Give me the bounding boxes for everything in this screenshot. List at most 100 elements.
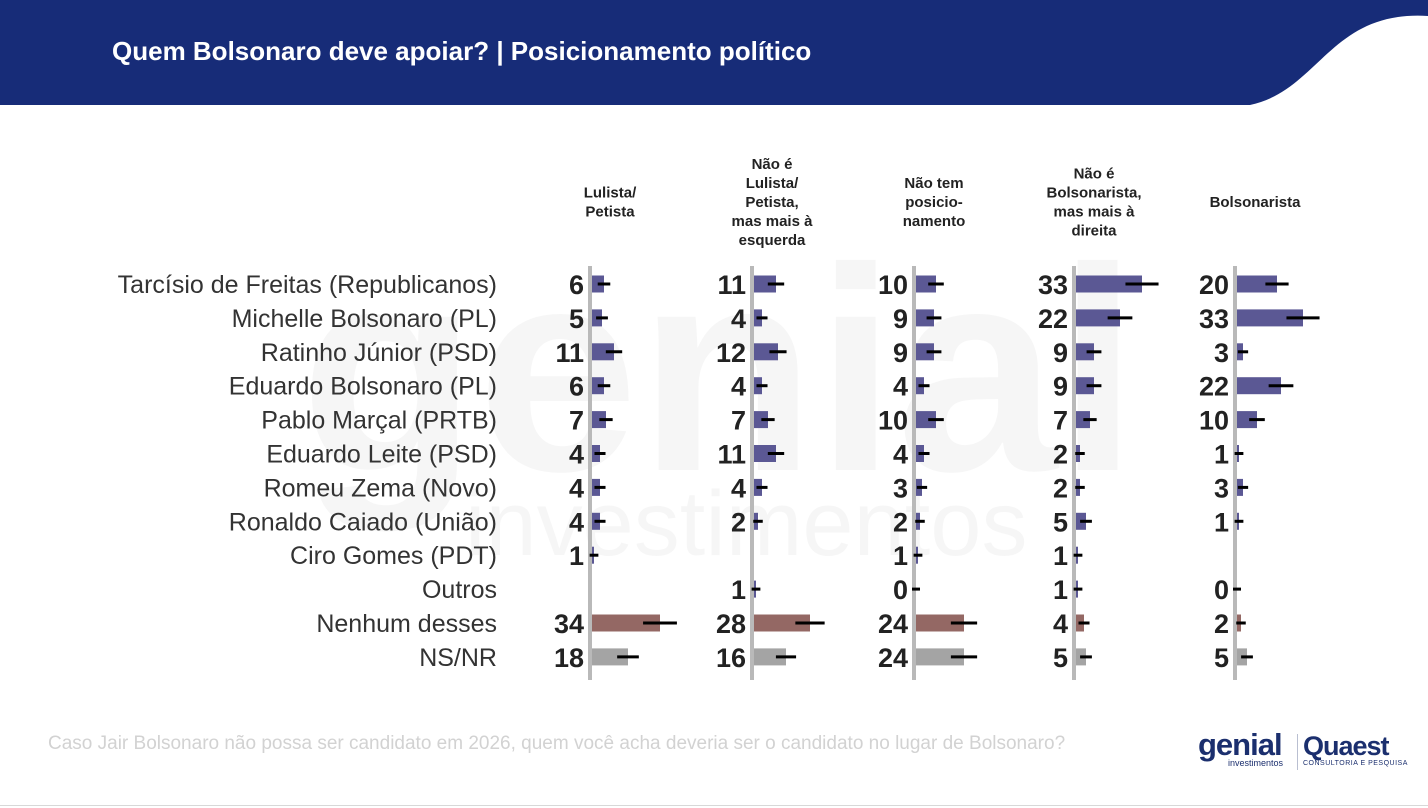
- data-label: 1: [731, 575, 746, 605]
- bar: [754, 445, 776, 462]
- data-label: 24: [878, 609, 908, 639]
- data-label: 6: [569, 372, 584, 402]
- bar: [916, 614, 964, 632]
- data-label: 9: [893, 338, 908, 368]
- category-label: Pablo Marçal (PRTB): [261, 407, 497, 435]
- data-label: 5: [1053, 643, 1068, 673]
- bar: [1237, 275, 1277, 293]
- bar: [1237, 309, 1303, 327]
- data-label: 33: [1199, 304, 1229, 334]
- data-label: 1: [1214, 440, 1229, 470]
- category-label: Eduardo Leite (PSD): [266, 441, 497, 469]
- data-label: 9: [1053, 372, 1068, 402]
- panel-header-0: Lulista/Petista: [584, 185, 637, 221]
- data-label: 0: [893, 575, 908, 605]
- data-label: 4: [893, 372, 908, 402]
- data-label: 3: [1214, 473, 1229, 503]
- data-label: 7: [1053, 406, 1068, 436]
- data-label: 10: [878, 270, 908, 300]
- bar: [592, 648, 628, 666]
- data-label: 0: [1214, 575, 1229, 605]
- data-label: 4: [569, 507, 584, 537]
- bar: [1237, 411, 1257, 429]
- survey-question: Caso Jair Bolsonaro não possa ser candid…: [48, 733, 1066, 754]
- category-label: Romeu Zema (Novo): [264, 474, 497, 502]
- bar: [916, 343, 934, 361]
- category-label: Nenhum desses: [316, 610, 497, 638]
- bar: [916, 648, 964, 666]
- data-label: 2: [1214, 609, 1229, 639]
- genial-logo: genial investimentos: [1198, 727, 1284, 768]
- data-label: 4: [1053, 609, 1068, 639]
- data-label: 7: [569, 406, 584, 436]
- bar: [754, 275, 776, 293]
- data-label: 24: [878, 643, 908, 673]
- category-label: Michelle Bolsonaro (PL): [232, 305, 497, 333]
- data-label: 3: [1214, 338, 1229, 368]
- header-background: [0, 0, 1428, 105]
- panel-header-2: Não tem posicio-namento: [903, 175, 966, 230]
- data-label: 1: [569, 541, 584, 571]
- data-label: 18: [554, 643, 584, 673]
- bar: [1076, 343, 1094, 361]
- data-label: 12: [716, 338, 746, 368]
- data-label: 10: [878, 406, 908, 436]
- data-label: 4: [893, 440, 908, 470]
- data-label: 1: [893, 541, 908, 571]
- bar: [1076, 377, 1094, 395]
- data-label: 2: [893, 507, 908, 537]
- bar: [592, 411, 606, 429]
- data-label: 5: [569, 304, 584, 334]
- data-label: 3: [893, 473, 908, 503]
- data-label: 1: [1053, 575, 1068, 605]
- data-label: 2: [1053, 473, 1068, 503]
- bar: [916, 275, 936, 293]
- category-label: Outros: [422, 576, 497, 604]
- header-banner: Quem Bolsonaro deve apoiar? | Posicionam…: [0, 0, 1428, 105]
- bar: [754, 648, 786, 666]
- data-label: 4: [731, 372, 746, 402]
- category-label: NS/NR: [419, 644, 497, 672]
- data-label: 5: [1214, 643, 1229, 673]
- data-label: 6: [569, 270, 584, 300]
- data-label: 34: [554, 609, 584, 639]
- data-label: 7: [731, 406, 746, 436]
- data-label: 1: [1214, 507, 1229, 537]
- data-label: 22: [1199, 372, 1229, 402]
- data-label: 4: [569, 440, 584, 470]
- bar: [1237, 377, 1281, 395]
- logo-divider: [1297, 734, 1298, 770]
- data-label: 2: [1053, 440, 1068, 470]
- bar: [592, 614, 660, 632]
- data-label: 4: [731, 473, 746, 503]
- bar: [754, 411, 768, 429]
- data-label: 11: [555, 338, 584, 368]
- data-label: 11: [717, 270, 746, 300]
- data-label: 2: [731, 507, 746, 537]
- data-label: 10: [1199, 406, 1229, 436]
- data-label: 4: [731, 304, 746, 334]
- category-label: Ronaldo Caiado (União): [229, 508, 497, 536]
- panel-header-4: Bolsonarista: [1210, 194, 1302, 211]
- bottom-divider: [0, 805, 1428, 806]
- data-label: 16: [716, 643, 746, 673]
- category-label: Eduardo Bolsonaro (PL): [229, 373, 497, 401]
- quaest-logo: Quaest CONSULTORIA E PESQUISA: [1303, 731, 1408, 767]
- data-label: 4: [569, 473, 584, 503]
- data-label: 11: [717, 440, 746, 470]
- data-label: 22: [1038, 304, 1068, 334]
- category-label: Tarcísio de Freitas (Republicanos): [118, 271, 497, 299]
- data-label: 33: [1038, 270, 1068, 300]
- bar: [1076, 275, 1142, 293]
- bar: [592, 343, 614, 361]
- page-title: Quem Bolsonaro deve apoiar? | Posicionam…: [112, 36, 812, 66]
- panel-header-1: Não é Lulista/Petista, mas mais à esquerda: [732, 156, 814, 249]
- category-label: Ratinho Júnior (PSD): [261, 339, 497, 367]
- bar: [1076, 309, 1120, 327]
- data-label: 28: [716, 609, 746, 639]
- bar: [916, 411, 936, 429]
- bar: [754, 343, 778, 361]
- bar: [754, 614, 810, 632]
- category-label: Ciro Gomes (PDT): [290, 542, 497, 570]
